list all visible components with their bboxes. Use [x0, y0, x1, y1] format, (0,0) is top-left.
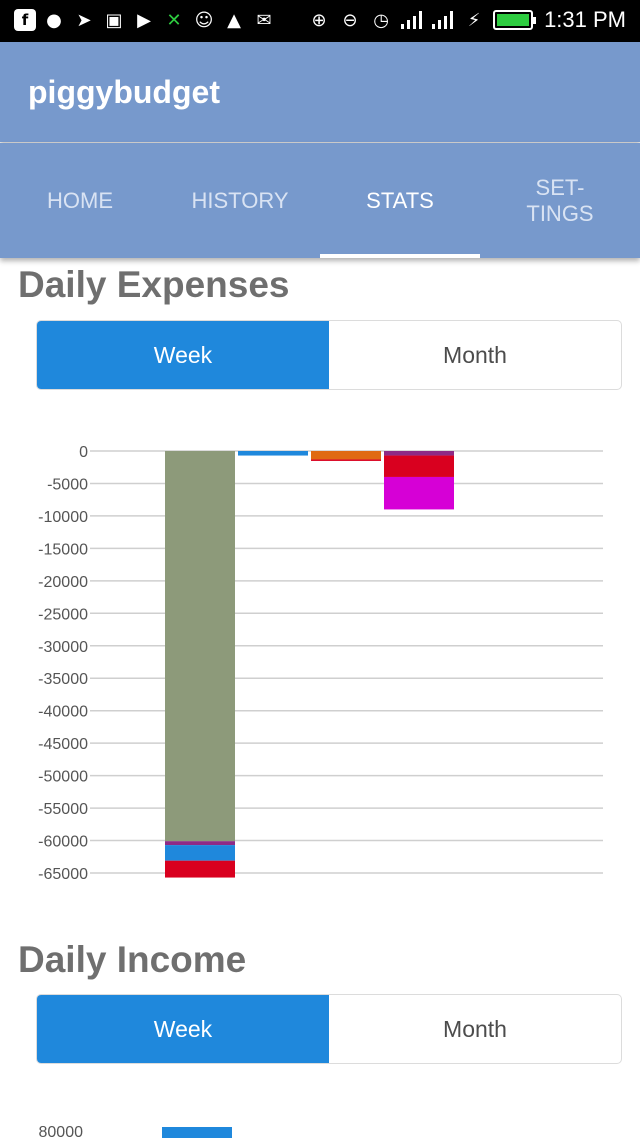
expenses-period-toggle: Week Month: [36, 320, 622, 390]
status-time: 1:31 PM: [544, 7, 626, 32]
income-bar: [162, 1127, 232, 1138]
expenses-chart: 0 -5000 -10000 -15000 -20000 -25000 -30000 -350…: [38, 444, 603, 883]
tab-stats-label: STATS: [366, 187, 434, 213]
tab-bar: HOME HISTORY STATS SET- TINGS: [0, 143, 640, 258]
app-bar: piggybudget: [0, 42, 640, 142]
y-tick-label: -25000: [38, 606, 88, 623]
facebook-icon: f: [14, 9, 36, 31]
charging-icon: ⚡: [467, 9, 481, 31]
expense-bar-segment: [384, 476, 454, 510]
tab-indicator: [320, 254, 480, 258]
y-tick-label: -20000: [38, 574, 88, 591]
tab-stats[interactable]: STATS: [320, 143, 480, 258]
tab-settings[interactable]: SET- TINGS: [480, 143, 640, 258]
y-tick-label: -55000: [38, 801, 88, 818]
alarm-icon: ◷: [373, 9, 389, 31]
y-tick-label: -35000: [38, 671, 88, 688]
app-title: piggybudget: [28, 74, 220, 110]
notification-icons: f ● ➤ ▣ ▶ ✕ ☺ ▲ ✉: [14, 8, 276, 32]
y-tick-label: -65000: [38, 866, 88, 883]
y-tick-label: -45000: [38, 736, 88, 753]
expense-bar-segment: [165, 845, 235, 861]
expenses-week-button[interactable]: Week: [37, 321, 329, 389]
gallery-icon: ▣: [105, 9, 123, 31]
expenses-title: Daily Expenses: [18, 264, 290, 305]
y-tick-label: 80000: [39, 1124, 84, 1138]
youtube-icon: ▶: [137, 9, 151, 31]
minus-circle-icon: ⊖: [342, 9, 358, 31]
expense-bar-segment: [311, 451, 381, 460]
tab-history-label: HISTORY: [191, 187, 289, 213]
y-tick-label: -50000: [38, 769, 88, 786]
tab-settings-label: SET- TINGS: [526, 174, 594, 226]
income-month-button[interactable]: Month: [443, 1015, 507, 1042]
expense-bar-segment: [165, 451, 235, 842]
income-chart: 80000: [39, 1124, 232, 1138]
tab-history[interactable]: HISTORY: [160, 143, 320, 258]
expense-bar-segment: [311, 459, 381, 461]
y-tick-label: -30000: [38, 639, 88, 656]
y-tick-label: -40000: [38, 704, 88, 721]
expense-bar-segment: [238, 451, 308, 456]
emoji-icon: ☺: [194, 9, 214, 31]
income-period-toggle: Week Month: [36, 994, 622, 1064]
income-title: Daily Income: [18, 939, 247, 980]
telegram-icon: ➤: [76, 9, 92, 31]
x-icon: ✕: [166, 9, 182, 31]
expense-bar-segment: [165, 841, 235, 846]
add-circle-icon: ⊕: [311, 9, 327, 31]
y-tick-label: -5000: [47, 476, 88, 493]
status-bar: f ● ➤ ▣ ▶ ✕ ☺ ▲ ✉ ⊕ ⊖ ◷ ⚡ 1:31 PM: [0, 0, 640, 42]
signal-icon: [401, 11, 423, 29]
expense-bar-segment: [384, 455, 454, 477]
y-tick-label: 0: [79, 444, 88, 461]
expense-bar-segment: [384, 451, 454, 456]
battery-icon: [493, 10, 537, 30]
system-icons: ⊕ ⊖ ◷ ⚡ 1:31 PM: [307, 7, 626, 33]
y-tick-label: -60000: [38, 834, 88, 851]
tab-home[interactable]: HOME: [0, 143, 160, 258]
mail-icon: ✉: [256, 9, 272, 31]
warning-icon: ▲: [227, 9, 241, 31]
tab-home-label: HOME: [47, 187, 113, 213]
y-tick-label: -10000: [38, 509, 88, 526]
signal-icon-2: [432, 11, 454, 29]
messenger-icon: ●: [46, 9, 62, 31]
income-week-button[interactable]: Week: [37, 995, 329, 1063]
expenses-month-button[interactable]: Month: [443, 341, 507, 368]
expense-bar-segment: [165, 860, 235, 878]
y-tick-label: -15000: [38, 541, 88, 558]
